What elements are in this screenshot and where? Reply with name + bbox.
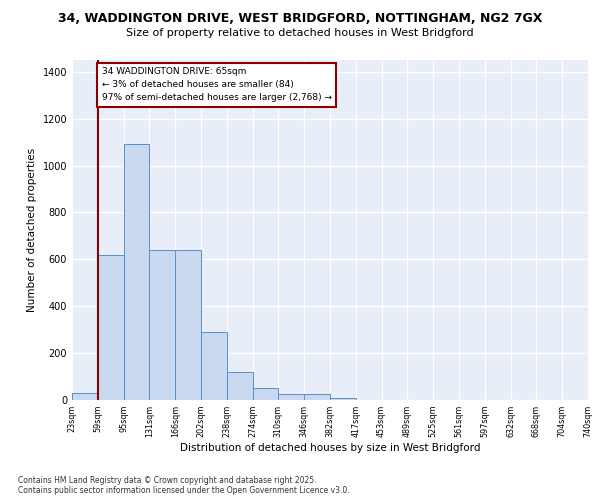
Text: Size of property relative to detached houses in West Bridgford: Size of property relative to detached ho… [126, 28, 474, 38]
Text: 34, WADDINGTON DRIVE, WEST BRIDGFORD, NOTTINGHAM, NG2 7GX: 34, WADDINGTON DRIVE, WEST BRIDGFORD, NO… [58, 12, 542, 26]
Bar [72, 393, 98, 400]
Bar [227, 372, 253, 400]
Bar [124, 144, 149, 400]
Bar [278, 394, 304, 400]
Y-axis label: Number of detached properties: Number of detached properties [27, 148, 37, 312]
Bar [201, 332, 227, 400]
Bar [175, 250, 201, 400]
Bar [253, 388, 278, 400]
Bar [330, 398, 356, 400]
Text: Contains HM Land Registry data © Crown copyright and database right 2025.
Contai: Contains HM Land Registry data © Crown c… [18, 476, 350, 495]
Text: 34 WADDINGTON DRIVE: 65sqm
← 3% of detached houses are smaller (84)
97% of semi-: 34 WADDINGTON DRIVE: 65sqm ← 3% of detac… [101, 67, 332, 102]
Bar [98, 254, 124, 400]
X-axis label: Distribution of detached houses by size in West Bridgford: Distribution of detached houses by size … [180, 443, 480, 453]
Bar [304, 394, 330, 400]
Bar [149, 250, 175, 400]
